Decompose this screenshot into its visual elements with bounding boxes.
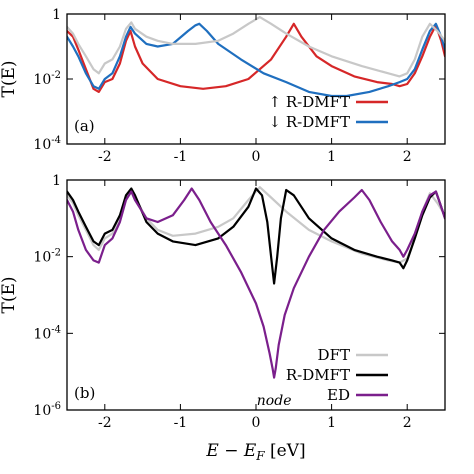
x-tick-label: 0 [252, 415, 261, 431]
y-tick-label: 10-4 [33, 324, 61, 342]
y-tick-label: 1 [52, 173, 61, 189]
series-line-1-2 [67, 187, 445, 379]
y-tick-label: 10-2 [33, 248, 61, 266]
panel-b-legend: DFT R-DMFT ED [286, 346, 388, 404]
x-tick-label: -2 [98, 149, 112, 165]
x-tick-label: 2 [403, 149, 412, 165]
legend-label: DFT [318, 346, 350, 364]
legend-label: ↑ R-DMFT [269, 93, 351, 111]
x-tick-label: -1 [174, 149, 188, 165]
legend-label: R-DMFT [286, 366, 350, 384]
x-tick-label: 0 [252, 149, 261, 165]
legend-label: ↓ R-DMFT [269, 113, 351, 131]
panel-a-y-ticks: 1 10-2 10-4 [33, 7, 445, 153]
panel-b: -2 -1 0 1 2 1 10-2 10-4 10-6 T(E) (b) node DFT R… [0, 173, 446, 463]
panel-a-tag: (a) [74, 117, 95, 135]
panel-a-y-axis-title: T(E) [0, 60, 19, 97]
x-tick-label: 1 [327, 415, 336, 431]
series-line-0-0 [67, 22, 445, 93]
panel-b-y-ticks: 1 10-2 10-4 10-6 [33, 173, 445, 419]
y-tick-label: 10-4 [33, 135, 61, 153]
series-line-0-1 [67, 22, 445, 98]
x-tick-label: -1 [174, 415, 188, 431]
x-axis-title: E − EF [eV] [205, 441, 305, 463]
node-annotation: node [257, 393, 292, 409]
series-line-1-0 [67, 186, 445, 264]
panel-a-series [67, 16, 445, 98]
panel-a: -2 -1 0 1 2 1 10-2 10-4 T(E) (a) ↑ R-DMFT ↓ R-D… [0, 7, 446, 165]
panel-b-x-ticks: -2 -1 0 1 2 [98, 180, 412, 431]
x-tick-label: 2 [403, 415, 412, 431]
panel-a-legend: ↑ R-DMFT ↓ R-DMFT [269, 93, 388, 131]
series-line-0-2 [67, 16, 445, 78]
y-tick-label: 10-2 [33, 70, 61, 88]
panel-b-y-axis-title: T(E) [0, 276, 19, 313]
y-tick-label: 10-6 [33, 401, 61, 419]
panel-b-tag: (b) [74, 384, 95, 402]
panel-b-frame [66, 179, 446, 411]
series-line-1-1 [67, 187, 445, 285]
x-tick-label: -2 [98, 415, 112, 431]
y-tick-label: 1 [52, 7, 61, 23]
panel-b-series [67, 186, 445, 379]
x-tick-label: 1 [327, 149, 336, 165]
panel-a-x-ticks: -2 -1 0 1 2 [98, 14, 412, 165]
legend-label: ED [327, 386, 350, 404]
